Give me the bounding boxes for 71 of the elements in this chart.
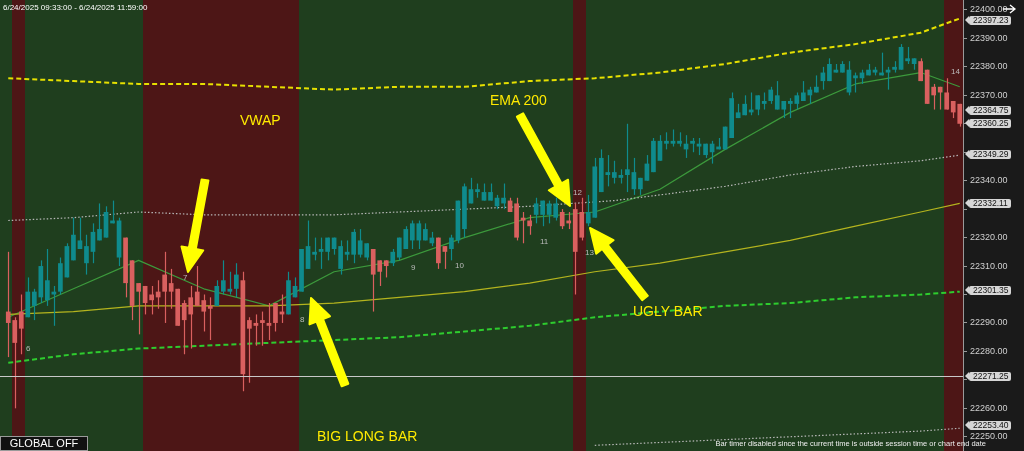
candlestick — [853, 71, 858, 94]
annotation: 6/24/2025 09:33:00 - 6/24/2025 11:59:00 — [3, 3, 148, 12]
candlestick — [755, 94, 761, 116]
candlestick — [527, 214, 532, 236]
candlestick — [520, 211, 526, 244]
candlestick — [338, 239, 343, 276]
candlestick — [501, 182, 506, 210]
annotation: 8 — [300, 315, 305, 324]
text: 22397.23 — [969, 15, 1012, 25]
annotation: 6 — [26, 344, 31, 353]
candlestick — [18, 293, 24, 355]
annotation: EMA 200 — [490, 92, 547, 108]
text: 22349.29 — [969, 148, 1012, 159]
y-tick-label: 22310.00 — [970, 260, 1008, 271]
y-tick-label: 22280.00 — [970, 345, 1008, 356]
candlestick — [84, 234, 89, 276]
candlestick — [207, 296, 213, 341]
candlestick — [273, 302, 278, 333]
annotation: 13 — [585, 248, 594, 257]
y-tick-label: 22260.00 — [970, 402, 1008, 413]
candlestick — [234, 262, 239, 298]
y-tick-label: 22290.00 — [970, 317, 1008, 328]
candlestick — [533, 197, 539, 224]
annotation: UGLY BAR — [633, 303, 703, 319]
text: 22332.11 — [969, 197, 1011, 208]
text: 22253.40 — [969, 419, 1012, 430]
y-tick-label: 22340.00 — [970, 175, 1008, 186]
candlestick — [312, 236, 317, 261]
annotation: 9 — [411, 263, 416, 272]
text: 22364.75 — [969, 104, 1012, 115]
annotation: 10 — [455, 261, 464, 270]
candlestick — [611, 160, 617, 185]
candlestick — [944, 77, 950, 111]
candlestick — [51, 285, 57, 327]
y-tick-label: 22370.00 — [970, 89, 1008, 100]
text: 22301.35 — [969, 285, 1012, 296]
candlestick — [214, 279, 220, 307]
candlestick — [247, 316, 252, 384]
candlestick — [266, 302, 272, 341]
line-series — [7, 154, 961, 222]
candlestick — [77, 217, 83, 250]
candlestick — [449, 234, 454, 261]
candlestick — [45, 248, 50, 307]
y-tick-label: 22320.00 — [970, 232, 1008, 243]
annotation: GLOBAL OFF — [0, 436, 88, 451]
line-series — [7, 17, 961, 91]
annotation: 7 — [183, 273, 188, 282]
annotation: BIG LONG BAR — [317, 428, 418, 444]
ref-line-label: 22271.25 — [969, 370, 1012, 381]
candlestick — [540, 200, 545, 227]
text: 22360.25 — [969, 117, 1012, 128]
y-tick-label: 22390.00 — [970, 32, 1008, 43]
candlestick — [253, 313, 259, 347]
candlestick — [351, 228, 357, 264]
annotation: 11 — [540, 237, 549, 246]
candlestick — [136, 282, 141, 335]
annotation: VWAP — [240, 112, 281, 128]
line-series — [7, 290, 961, 364]
y-tick-label: 22400.00 — [970, 4, 1008, 15]
candlestick — [162, 251, 168, 324]
candlestick — [97, 202, 102, 242]
candlestick — [149, 285, 154, 316]
annotation: 12 — [573, 188, 582, 197]
candlestick — [625, 123, 630, 193]
candlestick — [885, 66, 891, 91]
candlestick — [318, 236, 324, 270]
candlestick — [344, 239, 350, 261]
y-tick-label: 22380.00 — [970, 61, 1008, 72]
y-tick-label: 22250.00 — [970, 431, 1008, 442]
annotation: 14 — [951, 67, 960, 76]
candlestick — [260, 310, 265, 347]
